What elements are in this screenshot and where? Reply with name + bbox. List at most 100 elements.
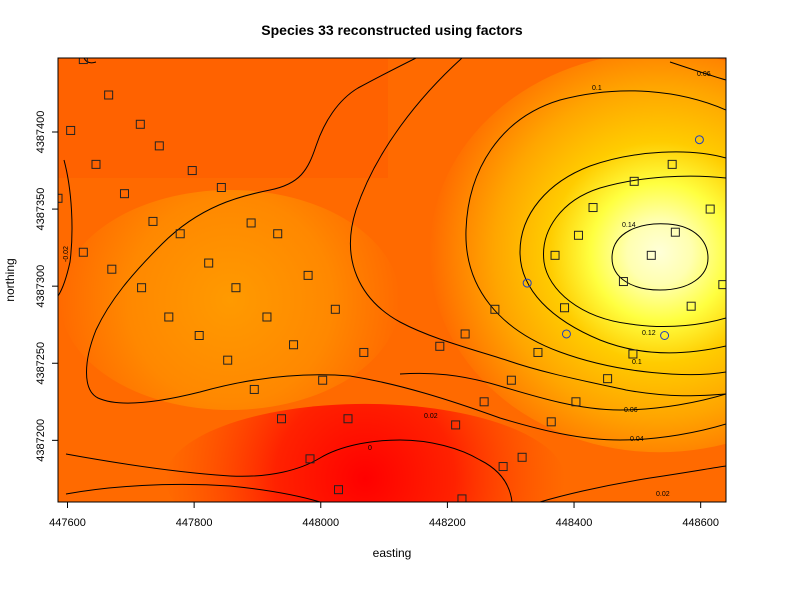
y-axis-label: northing — [3, 258, 17, 301]
contour-line-0.1 — [519, 151, 726, 354]
sample-marker-square — [686, 301, 696, 311]
sample-marker-square — [618, 277, 628, 287]
plot-frame — [57, 57, 727, 503]
sample-marker-circle — [660, 331, 670, 340]
sample-marker-square — [262, 312, 272, 322]
sample-marker-circle — [561, 329, 571, 339]
contour-label-0.06-top: 0.06 — [697, 71, 711, 78]
sample-marker-square — [175, 229, 185, 239]
sample-marker-square — [249, 384, 259, 394]
x-tick-label: 448600 — [682, 517, 719, 529]
sample-marker-square — [104, 90, 114, 100]
sample-marker-circle — [522, 278, 532, 288]
sample-marker-square — [204, 258, 214, 268]
contour-label-0.02: 0.02 — [424, 413, 438, 420]
sample-marker-square — [343, 414, 353, 424]
sample-marker-square — [194, 331, 204, 340]
contour-label-0: 0 — [368, 445, 372, 452]
contour-line-0 — [65, 439, 513, 502]
contour-line-0.02 — [350, 58, 726, 397]
sample-marker-square — [148, 216, 158, 226]
sample-marker-square — [305, 454, 315, 464]
contour-label-0.14: 0.14 — [622, 222, 636, 229]
sample-marker-square — [546, 417, 556, 427]
sample-marker-square — [573, 230, 583, 240]
sample-marker-square — [216, 183, 226, 192]
contour-line-0-lower — [65, 483, 321, 502]
sample-marker-square — [359, 347, 369, 357]
surface-upperleft-band — [58, 58, 388, 178]
surface-peak-region — [429, 58, 726, 453]
contour-line-0.08 — [465, 90, 726, 376]
sample-marker-square — [246, 218, 256, 228]
heatmap-surface — [58, 58, 726, 502]
sample-marker-square — [670, 227, 680, 237]
sample-marker-square — [435, 341, 445, 351]
plot-area: 0.1 0.06 0.14 0.12 0.1 0.06 0.04 0.02 0.… — [57, 57, 727, 503]
sample-marker-square — [479, 397, 489, 407]
sample-marker-square — [164, 312, 174, 322]
y-tick-label: 4387200 — [35, 419, 47, 462]
sample-marker-square — [135, 119, 145, 129]
sample-marker-square — [628, 349, 638, 359]
sample-marker-square — [460, 329, 470, 339]
sample-marker-square — [154, 141, 164, 151]
sample-marker-square — [66, 125, 76, 135]
sample-marker-square — [718, 280, 726, 290]
sample-marker-square — [78, 247, 88, 257]
contour-line-0.06 — [669, 61, 726, 81]
contour-line-0.12 — [543, 175, 726, 327]
sample-markers — [58, 58, 726, 502]
sample-marker-square — [289, 340, 299, 350]
x-axis: 447600 447800 448000 448200 448400 448600 — [49, 502, 719, 529]
y-tick-label: 4387300 — [35, 265, 47, 308]
x-tick-label: 448000 — [302, 517, 339, 529]
sample-marker-square — [490, 304, 500, 314]
chart-title: Species 33 reconstructed using factors — [261, 22, 523, 38]
sample-marker-square — [506, 375, 516, 385]
contour-line-neg0.02 — [58, 159, 73, 297]
surface-low-region — [165, 403, 566, 502]
sample-marker-square — [498, 462, 508, 472]
sample-marker-square — [629, 176, 639, 186]
sample-marker-square — [187, 166, 197, 176]
contour-label-0.12: 0.12 — [642, 330, 656, 337]
sample-marker-square — [603, 374, 613, 384]
sample-marker-square — [571, 397, 581, 407]
contour-label-0.04: 0.04 — [630, 436, 644, 443]
contour-label-0.1: 0.1 — [632, 359, 642, 366]
contour-line-0.06-lower — [399, 372, 726, 411]
y-tick-label: 4387350 — [35, 188, 47, 231]
contour-label-0.08: 0.1 — [592, 85, 602, 92]
sample-marker-square — [517, 452, 527, 462]
sample-marker-square — [533, 347, 543, 357]
contour-lines — [58, 58, 726, 502]
contour-label-0.06: 0.06 — [624, 407, 638, 414]
sample-marker-square — [333, 485, 343, 495]
x-tick-label: 447800 — [176, 517, 213, 529]
sample-marker-square — [560, 303, 570, 313]
sample-marker-square — [318, 375, 328, 385]
sample-marker-square — [457, 494, 467, 502]
sample-marker-square — [705, 204, 715, 214]
sample-marker-square — [646, 250, 656, 260]
sample-marker-square — [223, 355, 233, 365]
contour-line-topleft — [83, 58, 97, 64]
contour-line-0.14 — [611, 223, 709, 291]
y-tick-label: 4387400 — [35, 111, 47, 154]
sample-marker-square — [330, 304, 340, 314]
sample-marker-square — [667, 159, 677, 169]
contour-labels: 0.1 0.06 0.14 0.12 0.1 0.06 0.04 0.02 0.… — [63, 71, 711, 498]
x-tick-label: 448200 — [429, 517, 466, 529]
sample-marker-square — [231, 283, 241, 293]
x-tick-label: 447600 — [49, 517, 86, 529]
sample-marker-square — [273, 229, 283, 239]
sample-marker-square — [303, 270, 313, 280]
sample-marker-circle — [694, 135, 704, 145]
sample-marker-square — [588, 203, 598, 213]
sample-marker-square — [119, 189, 129, 199]
sample-marker-square — [451, 420, 461, 430]
surface-mid-plateau — [60, 190, 400, 410]
contour-line-0.02-right — [539, 465, 726, 502]
